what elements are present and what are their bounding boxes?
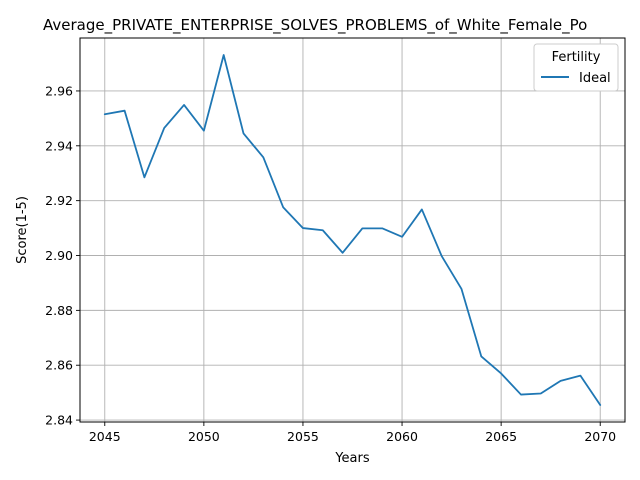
y-axis-ticks: 2.84 2.86 2.88 2.90 2.92 2.94 2.96 xyxy=(45,83,80,428)
y-tick-label: 2.88 xyxy=(45,303,73,318)
x-tick-label: 2055 xyxy=(287,429,319,444)
x-tick-label: 2065 xyxy=(485,429,517,444)
legend: Fertility Ideal xyxy=(533,43,619,92)
y-tick-label: 2.90 xyxy=(45,248,73,263)
x-axis-ticks: 2045 2050 2055 2060 2065 2070 xyxy=(89,422,616,444)
x-axis-label: Years xyxy=(334,451,370,466)
x-tick-label: 2070 xyxy=(584,429,616,444)
chart-title: Average_PRIVATE_ENTERPRISE_SOLVES_PROBLE… xyxy=(43,16,587,35)
grid xyxy=(80,38,625,422)
legend-box xyxy=(533,43,619,92)
y-tick-label: 2.94 xyxy=(45,138,73,153)
y-tick-label: 2.84 xyxy=(45,413,73,428)
plot-frame xyxy=(79,37,626,423)
x-tick-label: 2060 xyxy=(386,429,418,444)
series-lines xyxy=(103,54,602,406)
y-axis-label: Score(1-5) xyxy=(15,196,30,264)
series-line-ideal xyxy=(103,54,602,406)
x-tick-label: 2045 xyxy=(89,429,121,444)
x-tick-label: 2050 xyxy=(188,429,220,444)
legend-label-ideal: Ideal xyxy=(579,71,611,86)
legend-title: Fertility xyxy=(552,50,601,65)
y-tick-label: 2.92 xyxy=(45,193,73,208)
y-tick-label: 2.96 xyxy=(45,83,73,98)
y-tick-label: 2.86 xyxy=(45,358,73,373)
